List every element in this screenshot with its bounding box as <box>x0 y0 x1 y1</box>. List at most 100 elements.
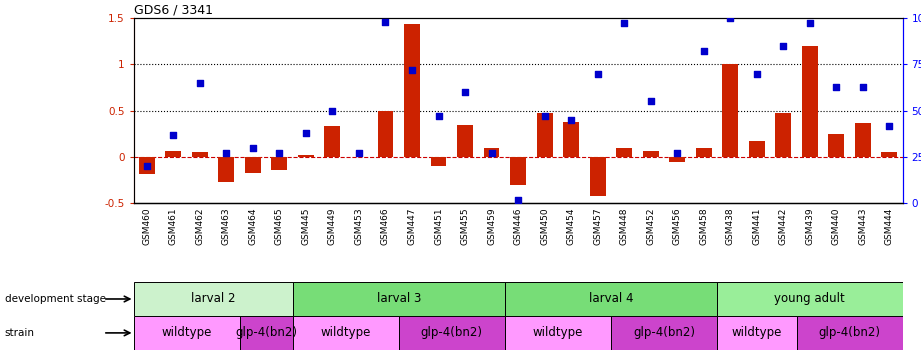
Text: glp-4(bn2): glp-4(bn2) <box>421 326 483 340</box>
Point <box>696 49 711 54</box>
Text: wildtype: wildtype <box>731 326 782 340</box>
Bar <box>505 316 611 350</box>
Point <box>775 43 790 49</box>
Text: GSM444: GSM444 <box>885 207 893 245</box>
Text: GSM456: GSM456 <box>672 207 682 245</box>
Text: development stage: development stage <box>5 294 106 304</box>
Text: GSM448: GSM448 <box>620 207 629 245</box>
Text: glp-4(bn2): glp-4(bn2) <box>235 326 297 340</box>
Point <box>352 151 367 156</box>
Text: GSM457: GSM457 <box>593 207 602 245</box>
Text: GSM459: GSM459 <box>487 207 496 245</box>
Bar <box>643 151 659 157</box>
Bar <box>192 152 208 157</box>
Bar <box>298 155 314 157</box>
Point <box>564 117 578 123</box>
Point <box>431 114 446 119</box>
Text: GSM465: GSM465 <box>274 207 284 245</box>
Bar <box>717 316 797 350</box>
Bar <box>828 134 845 157</box>
Bar <box>589 157 606 196</box>
Bar <box>616 148 632 157</box>
Text: wildtype: wildtype <box>161 326 212 340</box>
Text: GSM464: GSM464 <box>249 207 257 245</box>
Bar <box>239 316 293 350</box>
Bar <box>797 316 903 350</box>
Bar <box>670 157 685 162</box>
Text: glp-4(bn2): glp-4(bn2) <box>633 326 695 340</box>
Point <box>458 89 472 95</box>
Bar <box>139 157 155 174</box>
Text: GSM443: GSM443 <box>858 207 868 245</box>
Text: GSM461: GSM461 <box>169 207 178 245</box>
Bar <box>775 112 791 157</box>
Text: GSM440: GSM440 <box>832 207 841 245</box>
Point <box>192 80 207 86</box>
Text: wildtype: wildtype <box>321 326 371 340</box>
Point <box>537 114 552 119</box>
Text: GSM463: GSM463 <box>222 207 231 245</box>
Bar <box>399 316 505 350</box>
Text: GSM449: GSM449 <box>328 207 337 245</box>
Bar <box>881 152 897 157</box>
Bar <box>484 148 499 157</box>
Text: larval 2: larval 2 <box>191 292 236 306</box>
Point <box>882 123 897 129</box>
Text: GSM460: GSM460 <box>143 207 151 245</box>
Point <box>829 84 844 89</box>
Point <box>325 108 340 114</box>
Point <box>484 151 499 156</box>
Text: GSM441: GSM441 <box>752 207 762 245</box>
Bar <box>802 46 818 157</box>
Bar <box>505 282 717 316</box>
Text: larval 4: larval 4 <box>589 292 633 306</box>
Text: GSM445: GSM445 <box>301 207 310 245</box>
Point <box>379 19 393 24</box>
Text: GSM438: GSM438 <box>726 207 735 245</box>
Bar <box>563 122 579 157</box>
Bar <box>245 157 261 173</box>
Point <box>590 71 605 76</box>
Point <box>298 130 313 136</box>
Bar <box>611 316 717 350</box>
Bar <box>430 157 447 166</box>
Bar <box>855 123 870 157</box>
Bar <box>166 151 181 157</box>
Bar <box>404 24 420 157</box>
Text: GSM447: GSM447 <box>407 207 416 245</box>
Bar <box>218 157 234 182</box>
Point <box>856 84 870 89</box>
Point <box>670 151 684 156</box>
Bar <box>510 157 526 185</box>
Text: strain: strain <box>5 328 35 338</box>
Text: GSM453: GSM453 <box>355 207 364 245</box>
Point <box>166 132 181 138</box>
Point <box>139 164 154 169</box>
Text: GSM451: GSM451 <box>434 207 443 245</box>
Bar <box>324 126 341 157</box>
Point <box>802 21 817 26</box>
Text: GSM446: GSM446 <box>514 207 522 245</box>
Point <box>617 21 632 26</box>
Text: wildtype: wildtype <box>532 326 583 340</box>
Bar <box>695 148 712 157</box>
Bar <box>722 64 738 157</box>
Text: glp-4(bn2): glp-4(bn2) <box>819 326 880 340</box>
Text: GSM458: GSM458 <box>699 207 708 245</box>
Point <box>750 71 764 76</box>
Text: GSM455: GSM455 <box>460 207 470 245</box>
Text: larval 3: larval 3 <box>377 292 421 306</box>
Bar <box>717 282 903 316</box>
Point <box>723 15 738 21</box>
Point <box>404 67 419 73</box>
Bar <box>457 125 473 157</box>
Point <box>272 151 286 156</box>
Text: GSM466: GSM466 <box>381 207 390 245</box>
Bar <box>134 282 293 316</box>
Bar <box>378 111 393 157</box>
Bar <box>134 316 239 350</box>
Text: GSM454: GSM454 <box>566 207 576 245</box>
Text: young adult: young adult <box>775 292 845 306</box>
Bar <box>272 157 287 170</box>
Text: GDS6 / 3341: GDS6 / 3341 <box>134 4 213 17</box>
